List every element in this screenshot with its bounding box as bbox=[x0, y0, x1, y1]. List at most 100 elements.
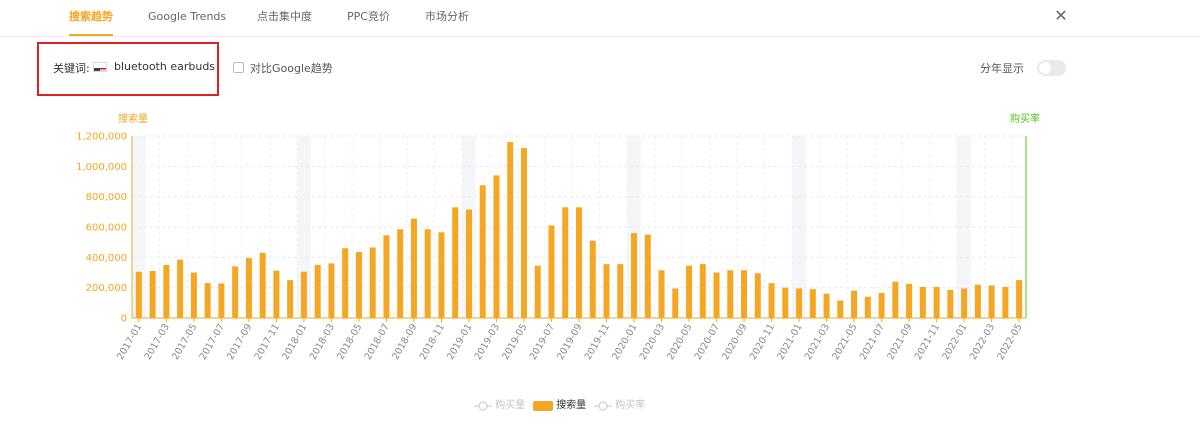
y-tick-label: 800,000 bbox=[86, 192, 127, 203]
bar bbox=[259, 252, 266, 318]
bar bbox=[658, 270, 665, 318]
x-tick-label: 2018-07 bbox=[363, 322, 392, 362]
x-tick-label: 2021-09 bbox=[885, 322, 914, 362]
bar bbox=[355, 252, 362, 318]
bar bbox=[562, 207, 569, 318]
bar bbox=[548, 225, 555, 318]
bar bbox=[204, 283, 211, 318]
bar bbox=[741, 270, 748, 318]
x-tick-label: 2020-09 bbox=[720, 322, 749, 362]
bar bbox=[452, 207, 459, 318]
x-tick-label: 2021-03 bbox=[803, 322, 832, 362]
y-tick-label: 1,200,000 bbox=[76, 132, 127, 143]
bar bbox=[576, 207, 582, 318]
bar bbox=[713, 272, 720, 318]
x-tick-label: 2019-07 bbox=[528, 322, 557, 362]
toggle-knob bbox=[1039, 62, 1051, 74]
bar bbox=[631, 233, 638, 318]
search-volume-chart: 1,200,000 1,000,000 800,000 600,000 400,000 2… bbox=[76, 112, 1040, 362]
x-tick-label: 2017-01 bbox=[115, 322, 144, 362]
bar bbox=[369, 247, 376, 318]
bar bbox=[383, 235, 390, 318]
bar bbox=[218, 283, 225, 318]
bar bbox=[796, 288, 803, 318]
legend-label-purchases: 购买量 bbox=[495, 400, 526, 411]
x-tick-label: 2018-01 bbox=[280, 322, 309, 362]
y-tick-label: 200,000 bbox=[86, 283, 127, 294]
legend-item-search-volume[interactable]: 搜索量 bbox=[533, 398, 586, 414]
legend-label-purchase-rate: 购买率 bbox=[615, 400, 646, 411]
bar bbox=[699, 264, 706, 318]
bar bbox=[617, 264, 624, 318]
bar bbox=[465, 209, 472, 318]
x-tick-label: 2020-05 bbox=[665, 322, 694, 362]
bar bbox=[424, 229, 431, 318]
compare-google-label[interactable]: 对比Google趋势 bbox=[250, 62, 333, 75]
bar bbox=[782, 287, 789, 318]
bar bbox=[864, 296, 871, 318]
x-tick-label: 2020-03 bbox=[638, 322, 667, 362]
legend-line-circle-icon bbox=[594, 401, 612, 411]
x-tick-label: 2017-09 bbox=[225, 322, 254, 362]
y-tick-label: 1,000,000 bbox=[76, 162, 127, 173]
x-tick-label: 2017-11 bbox=[253, 322, 282, 362]
tab-bar: 搜索趋势 Google Trends 点击集中度 PPC竞价 市场分析 bbox=[0, 0, 1200, 37]
bar bbox=[672, 288, 679, 318]
us-flag-icon bbox=[93, 62, 107, 72]
bar bbox=[851, 290, 858, 318]
bar bbox=[603, 264, 610, 318]
tab-market-analysis[interactable]: 市场分析 bbox=[425, 10, 469, 23]
x-tick-label: 2021-01 bbox=[775, 322, 804, 362]
y-tick-label: 400,000 bbox=[86, 253, 127, 264]
legend-label-search-volume: 搜索量 bbox=[556, 400, 587, 411]
x-tick-label: 2018-09 bbox=[390, 322, 419, 362]
bar bbox=[754, 273, 761, 318]
bar bbox=[300, 271, 307, 318]
bar bbox=[177, 259, 184, 318]
bar bbox=[947, 289, 954, 318]
bar bbox=[410, 218, 417, 318]
legend-line-circle-icon bbox=[474, 401, 492, 411]
bar bbox=[328, 263, 335, 318]
x-tick-label: 2018-03 bbox=[308, 322, 337, 362]
year-display-toggle[interactable] bbox=[1037, 60, 1066, 76]
bar bbox=[892, 281, 899, 318]
chart-legend: 购买量 搜索量 购买率 bbox=[0, 398, 1200, 414]
bar bbox=[727, 270, 734, 318]
tab-google-trends[interactable]: Google Trends bbox=[148, 10, 227, 23]
close-icon[interactable]: ✕ bbox=[1054, 6, 1068, 25]
bar bbox=[644, 234, 651, 318]
year-band bbox=[297, 136, 311, 318]
bar bbox=[273, 270, 280, 318]
legend-item-purchases[interactable]: 购买量 bbox=[474, 398, 525, 414]
x-tick-label: 2018-11 bbox=[418, 322, 447, 362]
x-tick-label: 2017-03 bbox=[143, 322, 172, 362]
compare-google-checkbox[interactable] bbox=[233, 62, 244, 73]
y-tick-label: 600,000 bbox=[86, 223, 127, 234]
bar bbox=[961, 288, 968, 318]
bar bbox=[1016, 280, 1023, 318]
keyword-highlight-box bbox=[37, 42, 219, 96]
x-tick-label: 2022-05 bbox=[995, 322, 1024, 362]
x-tick-label: 2019-03 bbox=[473, 322, 502, 362]
x-tick-label: 2021-07 bbox=[858, 322, 887, 362]
bar bbox=[1002, 286, 1009, 318]
keyword-value: bluetooth earbuds bbox=[114, 60, 216, 73]
legend-item-purchase-rate[interactable]: 购买率 bbox=[594, 398, 645, 414]
bar bbox=[163, 264, 170, 318]
bar bbox=[507, 142, 514, 318]
tab-ppc-bid[interactable]: PPC竞价 bbox=[347, 10, 390, 23]
bar bbox=[149, 270, 156, 318]
tab-search-trend[interactable]: 搜索趋势 bbox=[69, 0, 113, 36]
tab-click-concentration[interactable]: 点击集中度 bbox=[257, 10, 312, 23]
x-tick-label: 2022-03 bbox=[968, 322, 997, 362]
bar bbox=[878, 292, 885, 318]
x-tick-label: 2020-07 bbox=[693, 322, 722, 362]
bar bbox=[287, 280, 294, 318]
year-band bbox=[627, 136, 641, 318]
x-tick-label: 2019-09 bbox=[555, 322, 584, 362]
bar bbox=[933, 286, 940, 318]
x-tick-label: 2021-11 bbox=[913, 322, 942, 362]
x-tick-label: 2017-05 bbox=[170, 322, 199, 362]
bar bbox=[245, 258, 252, 318]
